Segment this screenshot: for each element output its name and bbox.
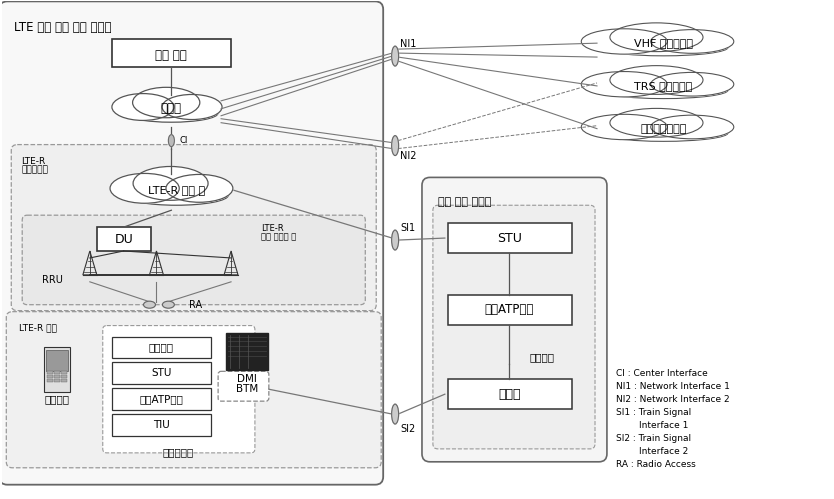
Text: 폐색센터: 폐색센터 bbox=[530, 352, 555, 362]
Text: 백본망: 백본망 bbox=[161, 102, 182, 115]
Ellipse shape bbox=[125, 104, 218, 122]
Text: 열차이등국: 열차이등국 bbox=[163, 447, 194, 457]
Text: SI2: SI2 bbox=[400, 424, 415, 434]
Ellipse shape bbox=[392, 404, 399, 424]
Text: 차상ATP장치: 차상ATP장치 bbox=[139, 394, 183, 404]
FancyBboxPatch shape bbox=[226, 332, 268, 370]
FancyBboxPatch shape bbox=[422, 178, 607, 462]
Ellipse shape bbox=[392, 230, 399, 250]
Text: LTE 기반 철도 통신 시스템: LTE 기반 철도 통신 시스템 bbox=[14, 21, 112, 34]
Text: 재난안전통신망: 재난안전통신망 bbox=[641, 124, 687, 134]
FancyBboxPatch shape bbox=[47, 379, 53, 382]
FancyBboxPatch shape bbox=[97, 227, 152, 251]
Ellipse shape bbox=[133, 87, 200, 118]
Text: VHF 무선통신망: VHF 무선통신망 bbox=[634, 38, 693, 48]
FancyBboxPatch shape bbox=[7, 312, 381, 468]
Text: 휴대단말: 휴대단말 bbox=[44, 394, 69, 404]
Text: DMI: DMI bbox=[237, 374, 257, 384]
Text: Interface 2: Interface 2 bbox=[615, 447, 688, 456]
FancyBboxPatch shape bbox=[12, 145, 376, 311]
Ellipse shape bbox=[599, 82, 728, 99]
FancyBboxPatch shape bbox=[61, 379, 68, 382]
Text: 열차 제어 시스템: 열차 제어 시스템 bbox=[438, 197, 491, 207]
FancyBboxPatch shape bbox=[54, 371, 60, 374]
Text: SI2 : Train Signal: SI2 : Train Signal bbox=[615, 434, 691, 443]
Text: CI : Center Interface: CI : Center Interface bbox=[615, 369, 707, 378]
FancyBboxPatch shape bbox=[112, 388, 211, 410]
Text: RRU: RRU bbox=[42, 275, 63, 285]
FancyBboxPatch shape bbox=[61, 371, 68, 374]
Ellipse shape bbox=[168, 135, 174, 147]
FancyBboxPatch shape bbox=[112, 336, 211, 358]
FancyBboxPatch shape bbox=[47, 375, 53, 378]
FancyBboxPatch shape bbox=[448, 295, 572, 324]
FancyBboxPatch shape bbox=[112, 362, 211, 384]
Ellipse shape bbox=[581, 114, 667, 140]
FancyBboxPatch shape bbox=[112, 414, 211, 436]
Text: TRS 무선통신망: TRS 무선통신망 bbox=[635, 81, 693, 91]
Ellipse shape bbox=[651, 72, 734, 96]
Ellipse shape bbox=[610, 108, 703, 137]
Ellipse shape bbox=[599, 124, 728, 141]
Ellipse shape bbox=[162, 94, 222, 120]
Text: LTE-R: LTE-R bbox=[21, 157, 46, 166]
Ellipse shape bbox=[581, 29, 667, 54]
Text: Interface 1: Interface 1 bbox=[615, 421, 688, 430]
Ellipse shape bbox=[581, 71, 667, 97]
FancyBboxPatch shape bbox=[448, 379, 572, 409]
Ellipse shape bbox=[610, 23, 703, 51]
FancyBboxPatch shape bbox=[61, 375, 68, 378]
Text: 발리스: 발리스 bbox=[498, 388, 520, 401]
Ellipse shape bbox=[143, 301, 155, 308]
FancyBboxPatch shape bbox=[44, 347, 70, 392]
Ellipse shape bbox=[392, 46, 399, 66]
Text: NI2: NI2 bbox=[400, 151, 417, 161]
Text: 지상ATP장치: 지상ATP장치 bbox=[485, 303, 534, 316]
Ellipse shape bbox=[163, 301, 174, 308]
FancyBboxPatch shape bbox=[0, 1, 383, 485]
Ellipse shape bbox=[133, 167, 208, 200]
FancyBboxPatch shape bbox=[103, 325, 255, 453]
Text: 무선통신망: 무선통신망 bbox=[21, 166, 48, 175]
Text: 무선 액세스 망: 무선 액세스 망 bbox=[261, 232, 296, 241]
FancyBboxPatch shape bbox=[23, 215, 365, 305]
Ellipse shape bbox=[166, 175, 233, 202]
FancyBboxPatch shape bbox=[54, 375, 60, 378]
Text: RA : Radio Access: RA : Radio Access bbox=[615, 460, 696, 469]
FancyBboxPatch shape bbox=[112, 39, 231, 67]
Text: LTE-R 단말: LTE-R 단말 bbox=[19, 323, 57, 333]
Ellipse shape bbox=[651, 115, 734, 139]
Text: SI1 : Train Signal: SI1 : Train Signal bbox=[615, 408, 691, 417]
Text: STU: STU bbox=[151, 368, 172, 378]
Ellipse shape bbox=[392, 136, 399, 156]
Ellipse shape bbox=[599, 39, 728, 56]
Ellipse shape bbox=[124, 185, 229, 205]
Text: NI2 : Network Interface 2: NI2 : Network Interface 2 bbox=[615, 395, 730, 404]
FancyBboxPatch shape bbox=[54, 379, 60, 382]
Ellipse shape bbox=[610, 66, 703, 94]
Ellipse shape bbox=[651, 29, 734, 53]
Text: DU: DU bbox=[114, 233, 133, 246]
Text: 통신모듈: 통신모듈 bbox=[149, 342, 174, 352]
FancyBboxPatch shape bbox=[46, 350, 68, 371]
Text: RA: RA bbox=[189, 300, 203, 310]
Text: LTE-R 코어 망: LTE-R 코어 망 bbox=[148, 185, 205, 195]
FancyBboxPatch shape bbox=[47, 371, 53, 374]
Text: STU: STU bbox=[497, 232, 522, 245]
Text: NI1 : Network Interface 1: NI1 : Network Interface 1 bbox=[615, 382, 730, 391]
FancyBboxPatch shape bbox=[448, 223, 572, 253]
FancyBboxPatch shape bbox=[433, 205, 595, 449]
Ellipse shape bbox=[110, 174, 179, 203]
Text: LTE-R: LTE-R bbox=[261, 224, 284, 233]
FancyBboxPatch shape bbox=[219, 371, 269, 401]
Text: CI: CI bbox=[179, 136, 188, 145]
Text: TIU: TIU bbox=[153, 420, 170, 430]
Text: NI1: NI1 bbox=[400, 39, 416, 49]
Text: BTM: BTM bbox=[236, 384, 258, 394]
Text: SI1: SI1 bbox=[400, 223, 415, 233]
Ellipse shape bbox=[112, 94, 174, 120]
Text: 관제 센터: 관제 센터 bbox=[155, 48, 188, 61]
